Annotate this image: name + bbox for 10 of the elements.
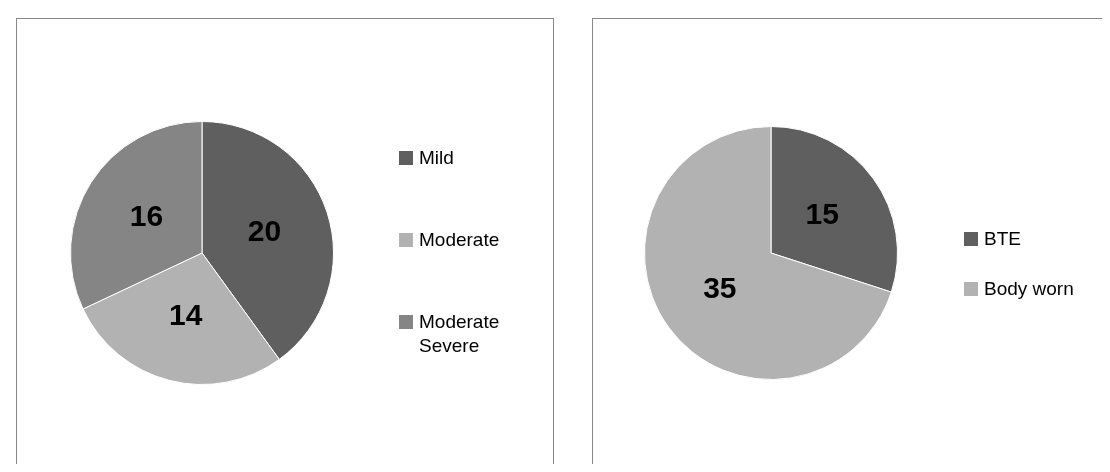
legend-label: Mild <box>419 146 454 170</box>
data-label: 16 <box>129 199 164 233</box>
data-label: 35 <box>703 271 737 305</box>
legend-label: Body worn <box>984 277 1074 301</box>
legend-label: Moderate Severe <box>419 310 501 358</box>
data-label: 20 <box>247 213 282 247</box>
data-label: 14 <box>168 297 203 331</box>
legend-label: Moderate <box>419 228 500 252</box>
data-label: 15 <box>805 197 839 231</box>
legend-label: BTE <box>984 227 1021 251</box>
